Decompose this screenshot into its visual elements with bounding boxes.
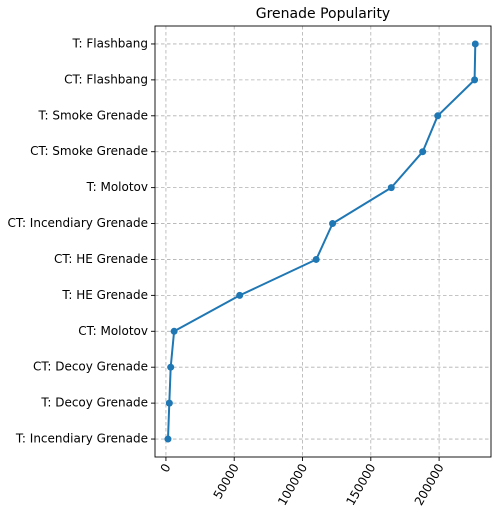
y-tick-label: CT: Decoy Grenade [33,360,148,374]
y-tick-label: CT: Smoke Grenade [30,144,148,158]
x-tick-label: 200000 [412,461,447,508]
y-tick-label: CT: Flashbang [64,72,148,86]
data-point [387,184,395,192]
y-tick-label: CT: HE Grenade [54,252,148,266]
y-tick-label: T: Decoy Grenade [40,396,148,410]
y-tick-label: T: Incendiary Grenade [15,432,148,446]
data-point [236,291,244,299]
data-point [167,363,175,371]
series-line [167,43,477,440]
data-point [164,435,172,443]
x-axis: 0 50000 100000 150000 200000 [158,457,447,508]
y-tick-label: CT: Incendiary Grenade [8,216,148,230]
y-axis: T: Incendiary Grenade T: Decoy Grenade CT:… [8,36,155,446]
chart-title: Grenade Popularity [256,6,390,22]
y-tick-label: T: HE Grenade [61,288,148,302]
series-layer [164,40,479,443]
y-tick-label: CT: Molotov [78,324,148,338]
data-point [434,112,442,120]
y-tick-label: T: Molotov [86,180,148,194]
data-point [165,399,173,407]
grid-layer [155,26,491,457]
x-tick-label: 150000 [343,461,378,508]
x-tick-label: 100000 [275,461,310,508]
y-tick-label: T: Flashbang [71,36,148,50]
y-tick-label: T: Smoke Grenade [37,108,148,122]
data-point [329,220,337,228]
data-point [471,40,479,48]
x-tick-label: 50000 [211,461,242,501]
plot-frame [154,25,492,458]
data-point [419,148,427,156]
data-point [170,327,178,335]
x-tick-label: 0 [158,461,174,475]
data-point [471,76,479,84]
data-point [312,255,320,263]
